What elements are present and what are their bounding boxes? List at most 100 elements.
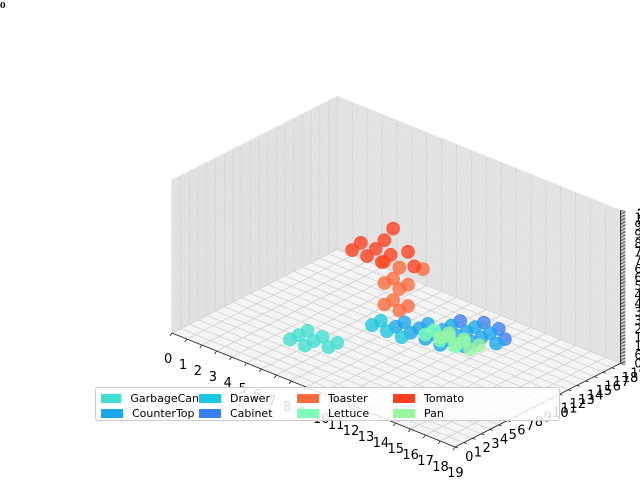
- z-grid-line: [171, 137, 621, 253]
- legend-swatch: [101, 408, 123, 418]
- y-tick-label: 16: [604, 380, 621, 395]
- legend-swatch: [393, 393, 415, 403]
- x-tick-mark: [169, 332, 173, 337]
- z-grid-line: [171, 136, 621, 251]
- z-grid-line: [171, 107, 621, 223]
- z-grid-line: [171, 108, 621, 224]
- z-tick-mark: [620, 253, 626, 255]
- z-tick-mark: [620, 288, 626, 291]
- z-tick-mark: [620, 303, 626, 305]
- y-tick-mark: [454, 446, 459, 449]
- point-drawer: [380, 324, 394, 338]
- z-grid-line: [171, 171, 621, 287]
- z-grid-line: [171, 194, 621, 310]
- z-grid-line: [171, 180, 621, 295]
- z-grid-line: [171, 121, 621, 237]
- z-tick-mark: [620, 280, 626, 282]
- x-tick-mark: [214, 350, 218, 355]
- z-grid-line: [171, 169, 621, 284]
- x-tick-label: 15: [388, 442, 405, 457]
- z-grid-line: [171, 229, 621, 344]
- y-tick-mark: [602, 371, 607, 374]
- z-tick-mark: [620, 353, 626, 355]
- z-grid-line: [171, 131, 621, 247]
- z-grid-line: [171, 189, 621, 304]
- legend-label: Cabinet: [230, 406, 273, 420]
- z-tick-mark: [620, 261, 626, 264]
- z-tick-mark: [620, 297, 626, 299]
- z-grid-line: [171, 231, 621, 347]
- y-tick-label: 19: [630, 366, 640, 381]
- z-grid-line: [171, 160, 621, 275]
- x-tick-label: 19: [447, 466, 464, 480]
- point-toaster: [392, 260, 407, 275]
- z-grid-line: [171, 124, 621, 240]
- z-tick-mark: [620, 351, 626, 354]
- z-grid-line: [171, 97, 621, 213]
- z-tick-mark: [620, 281, 626, 284]
- pane-left: [172, 96, 338, 334]
- point-pan: [433, 330, 448, 345]
- floor-grid-x: [246, 279, 412, 364]
- z-tick-mark: [620, 247, 626, 249]
- z-top-tick-label: 108: [636, 213, 640, 228]
- legend-item-cabinet: Cabinet: [199, 406, 297, 420]
- z-tick-mark: [620, 324, 626, 327]
- z-grid-line: [171, 167, 621, 283]
- z-tick-mark: [620, 293, 626, 295]
- z-tick-label: 72: [634, 253, 640, 267]
- legend-item-countertop: CounterTop: [101, 406, 199, 420]
- z-tick-mark: [620, 251, 626, 254]
- x-tick-label: 18: [432, 460, 449, 475]
- data-points: [283, 221, 512, 357]
- z-tick-label: 54: [634, 279, 640, 293]
- z-tick-mark: [620, 210, 626, 212]
- z-grid-line: [171, 233, 621, 348]
- z-grid-line: [171, 106, 621, 221]
- z-tick-mark: [620, 287, 626, 289]
- y-tick-mark: [472, 437, 476, 440]
- y-tick-label: 6: [517, 424, 525, 439]
- z-tick-mark: [620, 240, 626, 242]
- z-tick-mark: [620, 295, 626, 298]
- z-grid-line: [171, 186, 621, 301]
- z-tick-mark: [620, 333, 626, 335]
- y-tick-label: 14: [587, 388, 604, 403]
- x-tick-label: 2: [194, 364, 202, 379]
- y-tick-mark: [463, 442, 467, 444]
- z-tick-mark: [620, 314, 626, 317]
- point-garbagecan: [321, 340, 336, 354]
- z-tick-mark: [620, 337, 626, 339]
- z-grid-line: [171, 203, 621, 318]
- z-tick-label: 84: [634, 236, 640, 250]
- z-tick-mark: [620, 254, 626, 257]
- z-grid-line: [171, 210, 621, 326]
- z-grid-line: [171, 149, 621, 264]
- x-tick-mark: [408, 428, 411, 433]
- y-tick-mark: [481, 433, 485, 436]
- z-tick-label: 96: [634, 219, 640, 233]
- z-grid-line: [171, 123, 621, 238]
- x-tick-mark: [288, 380, 292, 385]
- z-grid-line: [171, 110, 621, 225]
- legend-item-pan: Pan: [393, 406, 489, 420]
- z-grid-line: [171, 103, 621, 218]
- z-tick-mark: [620, 290, 626, 292]
- z-grid-line: [171, 173, 621, 288]
- legend-label: CounterTop: [132, 406, 195, 420]
- z-grid-line: [171, 213, 621, 328]
- z-tick-label: 18: [634, 331, 640, 345]
- z-grid-line: [171, 161, 621, 277]
- point-countertop: [489, 336, 504, 351]
- z-tick-mark: [620, 300, 626, 302]
- z-tick-label: 78: [634, 245, 640, 259]
- z-grid-line: [171, 191, 621, 307]
- z-grid-line: [171, 207, 621, 323]
- y-tick-label: 2: [483, 441, 491, 456]
- z-grid-line: [171, 151, 621, 267]
- z-grid-line: [171, 184, 621, 300]
- z-grid-line: [171, 179, 621, 294]
- x-tick-mark: [273, 374, 277, 379]
- z-tick-mark: [620, 237, 626, 239]
- y-tick-label: 7: [526, 419, 534, 434]
